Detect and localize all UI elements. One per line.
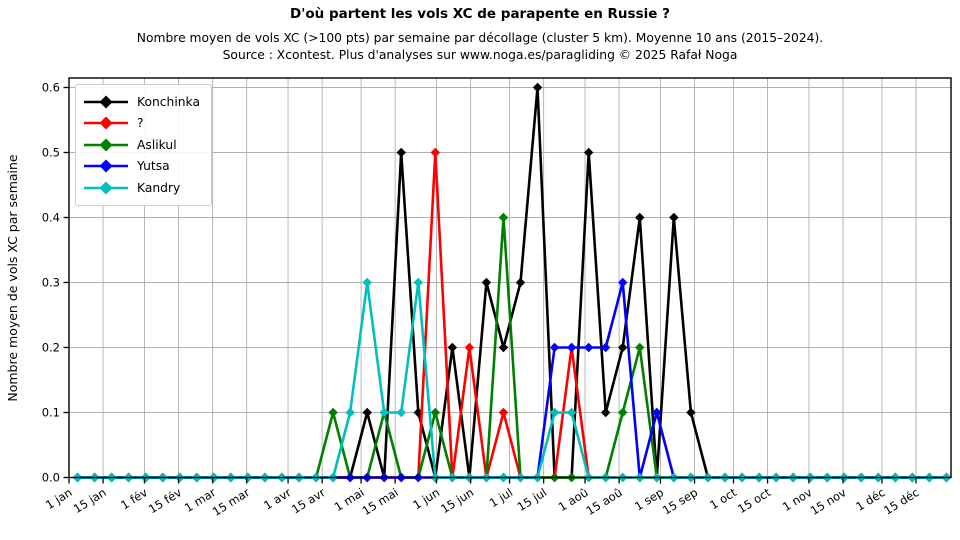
legend-label: Aslikul <box>137 137 177 152</box>
legend-item-konchinka: Konchinka <box>83 91 200 113</box>
svg-text:0.0: 0.0 <box>42 471 60 485</box>
legend-label: ? <box>137 116 144 131</box>
legend-marker-icon <box>84 138 128 152</box>
svg-text:15 aoû: 15 aoû <box>584 485 625 518</box>
legend: Konchinka ? Aslikul Yutsa Kandry <box>75 84 212 206</box>
svg-text:0.6: 0.6 <box>42 81 60 95</box>
svg-text:15 déc: 15 déc <box>881 485 921 518</box>
legend-marker-icon <box>84 116 128 130</box>
svg-text:0.2: 0.2 <box>42 341 60 355</box>
svg-text:1 jul: 1 jul <box>487 485 515 510</box>
svg-text:15 jun: 15 jun <box>438 485 476 516</box>
svg-text:0.4: 0.4 <box>42 211 60 225</box>
legend-item-kandry: Kandry <box>83 177 200 199</box>
chart-title: D'où partent les vols XC de parapente en… <box>290 6 670 22</box>
legend-label: Konchinka <box>137 94 200 109</box>
chart-subtitle: Nombre moyen de vols XC (>100 pts) par s… <box>136 31 824 45</box>
legend-label: Yutsa <box>137 159 170 174</box>
svg-text:1 jan: 1 jan <box>43 485 75 512</box>
svg-text:1 avr: 1 avr <box>261 485 294 513</box>
svg-text:1 jun: 1 jun <box>410 485 442 512</box>
legend-marker-icon <box>84 95 128 109</box>
legend-item-unknown: ? <box>83 113 200 135</box>
svg-text:0.1: 0.1 <box>42 406 60 420</box>
y-axis-label: Nombre moyen de vols XC par semaine <box>5 154 20 402</box>
plot-border <box>68 77 952 479</box>
legend-label: Kandry <box>137 180 181 195</box>
svg-text:15 mai: 15 mai <box>360 485 401 518</box>
svg-text:15 jul: 15 jul <box>515 485 550 514</box>
svg-text:15 mar: 15 mar <box>210 485 253 519</box>
svg-text:0.3: 0.3 <box>42 276 60 290</box>
svg-text:15 jan: 15 jan <box>71 485 109 516</box>
svg-text:0.5: 0.5 <box>42 146 60 160</box>
svg-text:1 oct: 1 oct <box>707 485 739 512</box>
svg-text:15 fév: 15 fév <box>146 485 184 516</box>
legend-marker-icon <box>84 159 128 173</box>
svg-text:1 sep: 1 sep <box>632 485 666 513</box>
svg-text:15 avr: 15 avr <box>289 485 328 517</box>
svg-text:15 oct: 15 oct <box>735 485 773 516</box>
svg-text:15 sep: 15 sep <box>660 485 700 517</box>
legend-item-yutsa: Yutsa <box>83 156 200 178</box>
legend-marker-icon <box>84 181 128 195</box>
legend-item-aslikul: Aslikul <box>83 134 200 156</box>
svg-text:1 fév: 1 fév <box>118 485 150 512</box>
svg-text:15 nov: 15 nov <box>808 485 849 518</box>
chart-source: Source : Xcontest. Plus d'analyses sur w… <box>222 48 738 62</box>
